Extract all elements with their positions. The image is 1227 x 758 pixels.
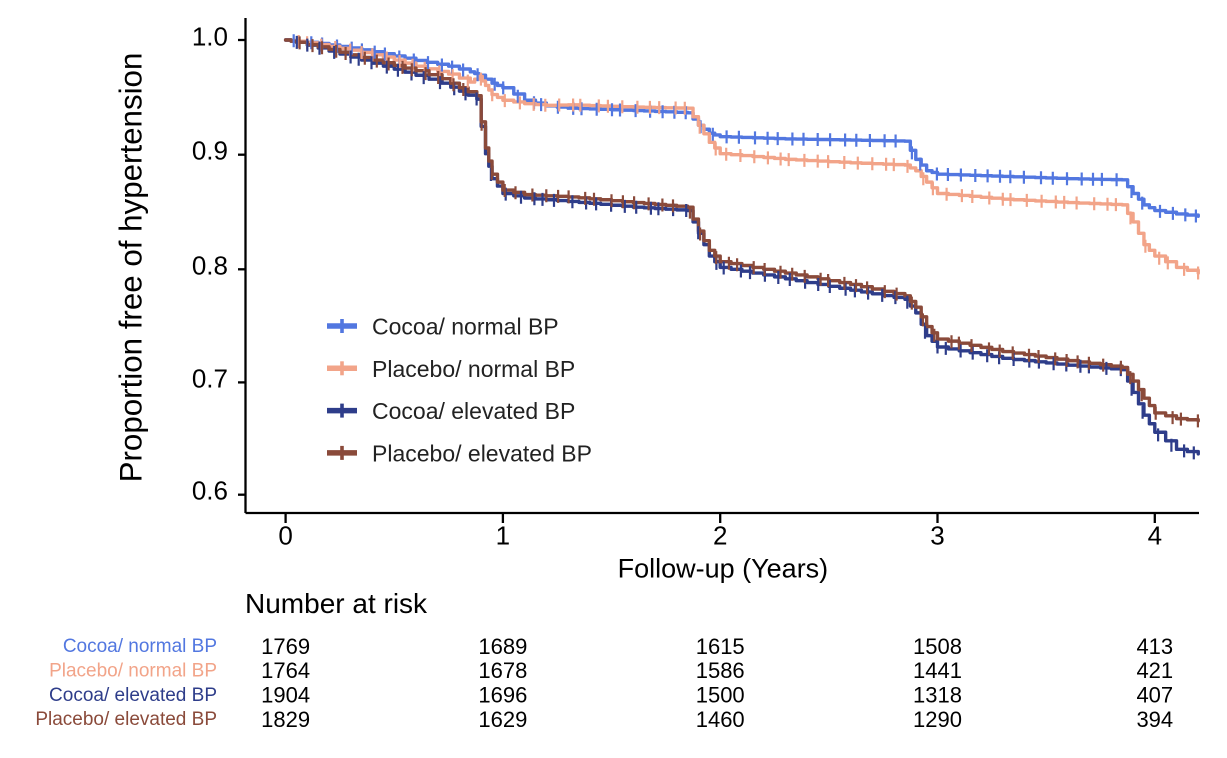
svg-text:1290: 1290 (913, 707, 962, 732)
svg-text:1508: 1508 (913, 634, 962, 659)
svg-text:1318: 1318 (913, 683, 962, 708)
svg-text:394: 394 (1136, 707, 1173, 732)
svg-text:4: 4 (1148, 521, 1162, 551)
svg-text:Placebo/ normal BP: Placebo/ normal BP (372, 356, 575, 382)
svg-text:0.7: 0.7 (192, 364, 228, 394)
svg-text:1586: 1586 (696, 658, 745, 683)
svg-text:0.8: 0.8 (192, 251, 228, 281)
svg-text:1769: 1769 (261, 634, 310, 659)
svg-text:1689: 1689 (478, 634, 527, 659)
svg-text:Follow-up (Years): Follow-up (Years) (618, 553, 829, 583)
svg-text:Cocoa/ normal BP: Cocoa/ normal BP (372, 314, 559, 340)
svg-text:Cocoa/ normal BP: Cocoa/ normal BP (63, 636, 217, 657)
svg-text:Cocoa/ elevated BP: Cocoa/ elevated BP (49, 685, 217, 706)
svg-text:1764: 1764 (261, 658, 310, 683)
svg-text:413: 413 (1136, 634, 1173, 659)
svg-text:1629: 1629 (478, 707, 527, 732)
svg-text:1615: 1615 (696, 634, 745, 659)
svg-text:421: 421 (1136, 658, 1173, 683)
svg-text:1904: 1904 (261, 683, 310, 708)
svg-text:Number at risk: Number at risk (245, 588, 428, 619)
svg-text:Placebo/ elevated BP: Placebo/ elevated BP (372, 441, 592, 467)
svg-text:1696: 1696 (478, 683, 527, 708)
svg-text:0.6: 0.6 (192, 476, 228, 506)
svg-text:Cocoa/ elevated BP: Cocoa/ elevated BP (372, 398, 575, 424)
svg-text:0.9: 0.9 (192, 136, 228, 166)
svg-text:407: 407 (1136, 683, 1173, 708)
svg-text:0: 0 (278, 521, 292, 551)
svg-text:2: 2 (713, 521, 727, 551)
svg-text:3: 3 (930, 521, 944, 551)
svg-text:1500: 1500 (696, 683, 745, 708)
svg-text:1460: 1460 (696, 707, 745, 732)
svg-text:1: 1 (496, 521, 510, 551)
svg-text:1678: 1678 (478, 658, 527, 683)
svg-text:Placebo/ normal BP: Placebo/ normal BP (49, 661, 217, 682)
svg-text:1829: 1829 (261, 707, 310, 732)
svg-text:Proportion free of hypertensio: Proportion free of hypertension (114, 53, 149, 483)
svg-text:Placebo/ elevated BP: Placebo/ elevated BP (35, 709, 217, 730)
svg-text:1441: 1441 (913, 658, 962, 683)
svg-text:1.0: 1.0 (192, 22, 228, 52)
